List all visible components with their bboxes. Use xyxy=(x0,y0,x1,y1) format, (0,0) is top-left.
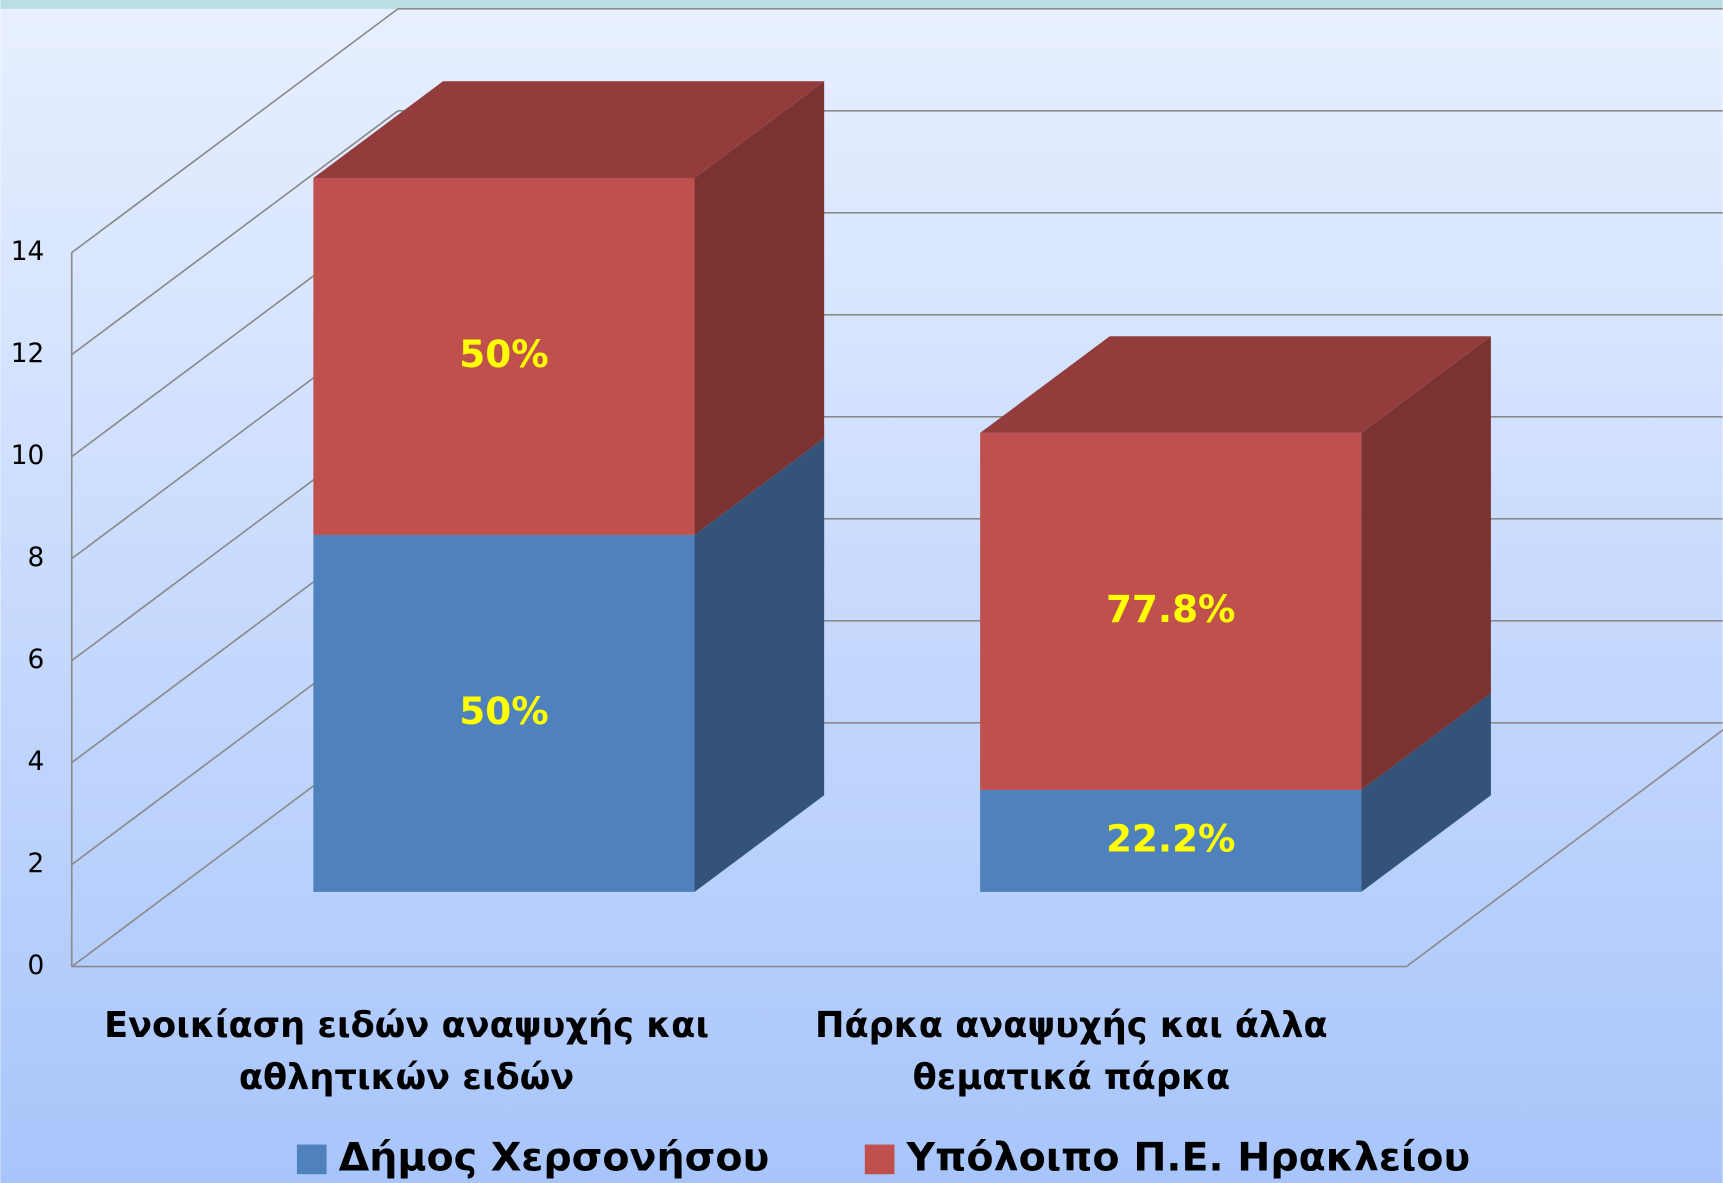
floor-line xyxy=(1405,728,1723,968)
legend-label: Δήμος Χερσονήσου xyxy=(339,1134,770,1180)
bar-side xyxy=(694,81,825,535)
x-tick-label: Πάρκα αναψυχής και άλλα θεματικά πάρκα xyxy=(815,1004,1328,1098)
legend-swatch xyxy=(296,1144,327,1175)
bar-front xyxy=(980,789,1362,892)
y-tick-label: 0 xyxy=(27,951,44,981)
bar-side xyxy=(1361,693,1491,892)
y-tick-label: 14 xyxy=(11,237,45,267)
bar-front xyxy=(980,432,1362,790)
legend-swatch xyxy=(864,1144,895,1175)
data-label: 50% xyxy=(459,332,548,376)
legend-label: Υπόλοιπο Π.Ε. Ηρακλείου xyxy=(906,1134,1471,1180)
y-tick-label: 12 xyxy=(11,339,45,369)
grid-line xyxy=(71,110,399,356)
y-tick-label: 4 xyxy=(27,747,44,777)
data-label: 77.8% xyxy=(1106,587,1236,631)
bar-front xyxy=(313,534,695,892)
y-tick-label: 10 xyxy=(11,441,45,471)
data-label: 50% xyxy=(459,689,548,733)
y-tick-label: 2 xyxy=(27,849,44,879)
bar-side xyxy=(1361,336,1491,790)
bar-front xyxy=(313,177,695,535)
bar-side xyxy=(694,438,825,892)
x-tick-label: Ενοικίαση ειδών αναψυχής και αθλητικών ε… xyxy=(104,1004,710,1098)
bar-top xyxy=(313,81,825,178)
grid-line xyxy=(71,8,399,254)
bar-top xyxy=(980,336,1491,433)
y-tick-label: 6 xyxy=(27,645,44,675)
y-tick-label: 8 xyxy=(27,543,44,573)
data-label: 22.2% xyxy=(1106,816,1236,860)
top-strip xyxy=(0,0,1723,9)
